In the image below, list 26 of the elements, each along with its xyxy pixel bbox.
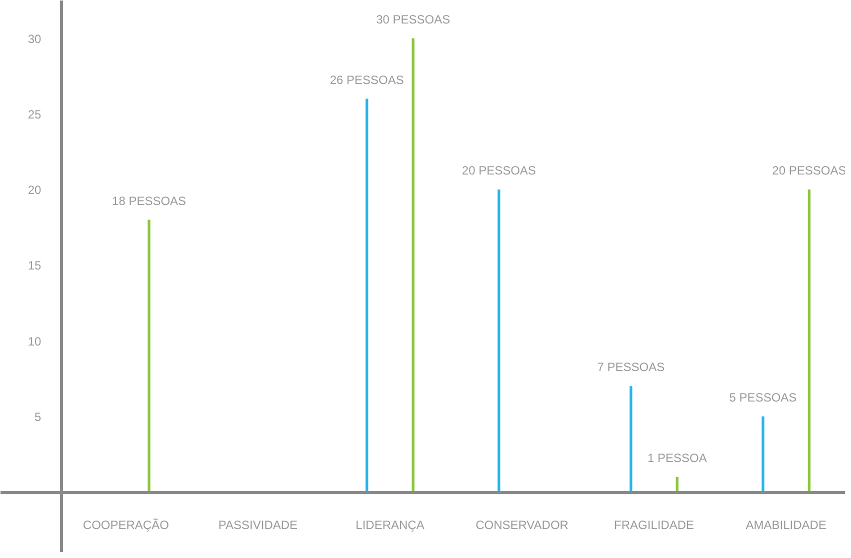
y-tick-label: 15 [28,258,42,273]
bar [366,98,368,492]
y-tick-label: 25 [28,107,42,122]
data-label: 5 PESSOAS [729,390,797,404]
y-tick-label: 10 [28,334,42,348]
y-tick-label: 30 [28,32,42,46]
bar [498,190,500,492]
bar [762,416,764,492]
x-tick-label: AMABILIDADE [746,518,826,532]
data-label: 26 PESSOAS [330,72,404,87]
x-tick-label: CONSERVADOR [476,518,569,532]
bar [808,190,811,492]
data-label: 7 PESSOAS [597,360,665,374]
y-tick-label: 5 [34,410,42,424]
y-tick-label: 20 [28,183,42,198]
x-tick-label: LIDERANÇA [356,518,424,532]
data-label: 30 PESSOAS [376,12,450,26]
x-tick-label: PASSIVIDADE [218,518,298,532]
bar [148,220,150,492]
x-tick-label: COOPERAÇÃO [82,518,169,532]
data-label: 18 PESSOAS [112,194,186,208]
bar [630,386,632,492]
x-tick-label: FRAGILIDADE [614,518,694,532]
bar [412,38,414,492]
data-label: 20 PESSOAS [462,164,536,178]
data-label: 1 PESSOA [647,450,707,465]
